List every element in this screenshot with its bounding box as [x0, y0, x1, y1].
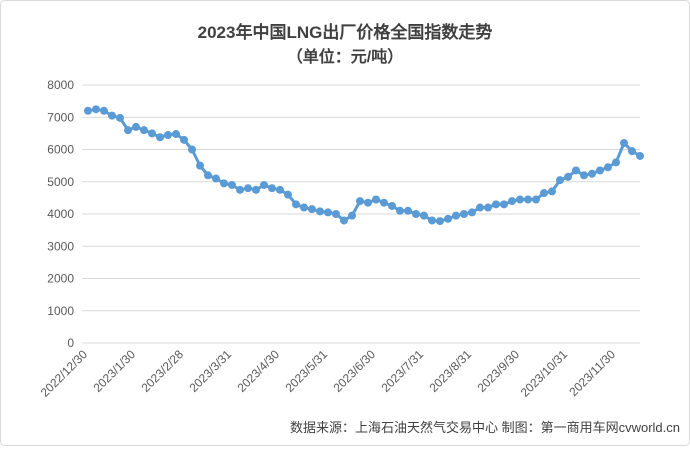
data-point — [428, 216, 436, 225]
data-point — [404, 206, 412, 215]
data-point — [500, 200, 508, 209]
data-point — [140, 126, 148, 135]
data-point — [380, 198, 388, 207]
data-point — [628, 147, 636, 156]
data-point — [460, 210, 468, 218]
data-point — [596, 166, 604, 175]
y-tick-label: 2000 — [47, 272, 74, 286]
data-point — [604, 163, 612, 172]
data-point — [332, 210, 340, 218]
data-point — [292, 200, 300, 209]
data-point — [164, 130, 172, 139]
data-point — [124, 126, 132, 135]
data-point — [308, 205, 316, 214]
data-point — [516, 195, 524, 204]
data-point — [364, 198, 372, 207]
data-point — [420, 211, 428, 220]
data-point — [156, 133, 164, 142]
data-point — [212, 174, 220, 183]
y-tick-label: 7000 — [47, 110, 74, 124]
y-tick-label: 1000 — [47, 304, 74, 318]
data-point — [236, 185, 244, 194]
data-point — [244, 184, 252, 193]
data-point — [100, 106, 108, 115]
y-tick-label: 6000 — [47, 143, 74, 157]
data-point — [324, 208, 332, 217]
data-point — [84, 106, 92, 115]
data-point — [476, 203, 484, 212]
y-tick-label: 4000 — [47, 207, 74, 221]
data-point — [252, 185, 260, 194]
data-point — [220, 179, 228, 188]
data-point — [620, 139, 628, 148]
data-point — [300, 203, 308, 212]
series-line — [87, 107, 641, 223]
y-tick-label: 5000 — [47, 175, 74, 189]
data-point — [92, 105, 100, 114]
data-point — [148, 129, 156, 138]
data-point — [436, 217, 444, 226]
data-point — [484, 203, 492, 212]
y-tick-label: 3000 — [47, 239, 74, 253]
data-point — [276, 185, 284, 194]
data-point — [356, 197, 364, 206]
data-point — [132, 122, 140, 131]
data-point — [580, 171, 588, 180]
chart-title: 2023年中国LNG出厂价格全国指数走势 — [198, 22, 493, 42]
data-point — [228, 180, 236, 189]
data-point — [108, 111, 116, 120]
data-point — [564, 172, 572, 181]
data-point — [452, 211, 460, 220]
data-point — [572, 166, 580, 175]
data-point — [396, 206, 404, 215]
data-point — [340, 216, 348, 225]
data-point — [188, 145, 196, 154]
data-point — [532, 195, 540, 204]
data-point — [348, 211, 356, 220]
data-point — [172, 130, 180, 139]
data-point — [116, 113, 124, 122]
data-point — [316, 207, 324, 216]
data-point — [636, 151, 644, 160]
source-note: 数据来源：上海石油天然气交易中心 制图：第一商用车网cvworld.cn — [290, 420, 680, 435]
data-point — [588, 169, 596, 178]
data-point — [548, 187, 556, 196]
data-point — [444, 214, 452, 223]
data-point — [468, 208, 476, 217]
y-tick-label: 0 — [67, 336, 74, 350]
data-point — [180, 135, 188, 144]
data-point — [556, 176, 564, 185]
data-point — [204, 171, 212, 180]
data-point — [492, 200, 500, 209]
data-point — [196, 161, 204, 170]
data-point — [540, 189, 548, 198]
data-point — [268, 184, 276, 193]
data-point — [412, 210, 420, 218]
data-point — [284, 190, 292, 199]
y-tick-label: 8000 — [47, 78, 74, 92]
data-point — [388, 201, 396, 210]
data-point — [372, 195, 380, 204]
data-point — [524, 195, 532, 204]
chart-subtitle: （单位：元/吨） — [287, 47, 403, 66]
data-point — [508, 197, 516, 206]
data-point — [260, 180, 268, 189]
data-point — [612, 158, 620, 167]
